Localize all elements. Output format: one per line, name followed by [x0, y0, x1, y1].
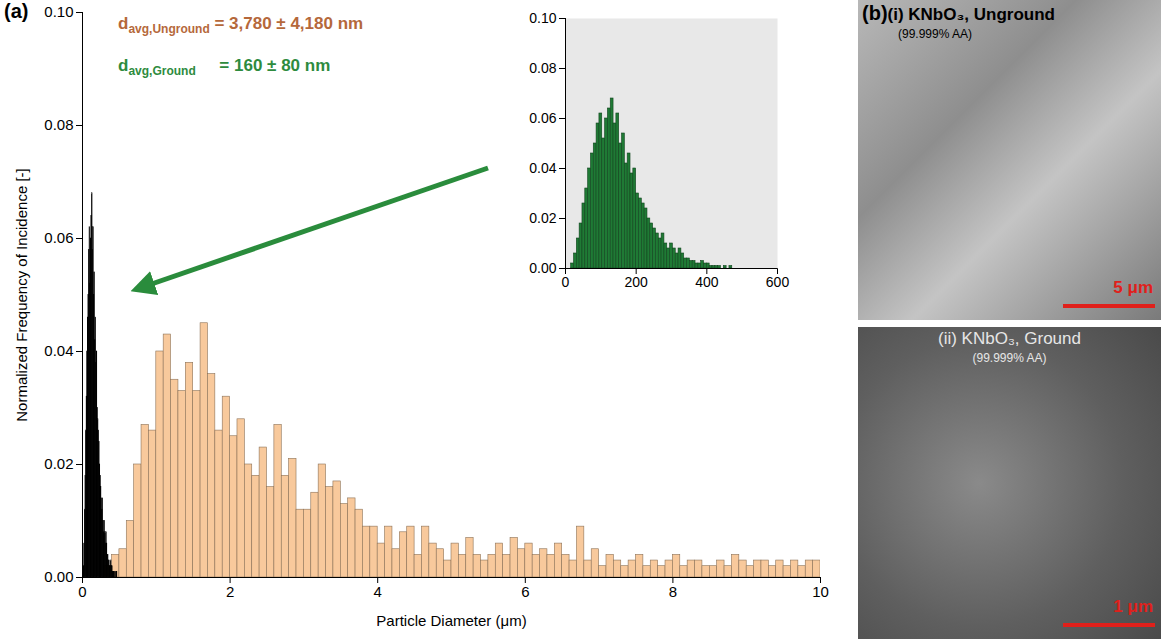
svg-text:0.02: 0.02	[44, 455, 73, 472]
html-text:1 μm: 1 μm	[1113, 597, 1153, 616]
svg-text:200: 200	[624, 274, 648, 290]
html-text:(99.999% AA): (99.999% AA)	[972, 351, 1047, 365]
svg-text:4: 4	[374, 583, 382, 600]
html-text:(99.999% AA): (99.999% AA)	[898, 27, 972, 41]
html-text:(ii) KNbO₃, Ground: (ii) KNbO₃, Ground	[938, 329, 1081, 348]
svg-text:Normalized Frequency of Incide: Normalized Frequency of Incidence [-]	[13, 168, 30, 421]
svg-text:0.04: 0.04	[44, 342, 73, 359]
svg-text:0: 0	[562, 274, 570, 290]
svg-text:10: 10	[812, 583, 829, 600]
svg-text:0.06: 0.06	[44, 229, 73, 246]
svg-text:600: 600	[766, 274, 790, 290]
svg-text:0.10: 0.10	[529, 10, 556, 26]
html-text:5 μm: 5 μm	[1113, 278, 1153, 297]
svg-text:0.10: 0.10	[44, 3, 73, 20]
svg-text:0.02: 0.02	[529, 210, 556, 226]
svg-text:0.08: 0.08	[44, 116, 73, 133]
svg-text:400: 400	[695, 274, 719, 290]
svg-text:8: 8	[669, 583, 677, 600]
svg-text:0.06: 0.06	[529, 110, 556, 126]
html-text:(a): (a)	[4, 0, 29, 22]
svg-text:0.00: 0.00	[529, 260, 556, 276]
html-text:davg,Unground= 3,780 ± 4,180 n: davg,Unground= 3,780 ± 4,180 nm	[118, 14, 364, 37]
svg-text:2: 2	[226, 583, 234, 600]
svg-text:0.00: 0.00	[44, 568, 73, 585]
svg-text:0.04: 0.04	[529, 160, 556, 176]
svg-text:6: 6	[521, 583, 529, 600]
svg-text:0.08: 0.08	[529, 60, 556, 76]
html-text:(b) (i) KNbO₃, Unground: (b) (i) KNbO₃, Unground	[862, 2, 1055, 24]
svg-text:0: 0	[78, 583, 86, 600]
svg-text:Particle Diameter (μm): Particle Diameter (μm)	[376, 612, 526, 629]
html-text:davg,Ground= 160 ± 80 nm: davg,Ground= 160 ± 80 nm	[118, 56, 331, 79]
